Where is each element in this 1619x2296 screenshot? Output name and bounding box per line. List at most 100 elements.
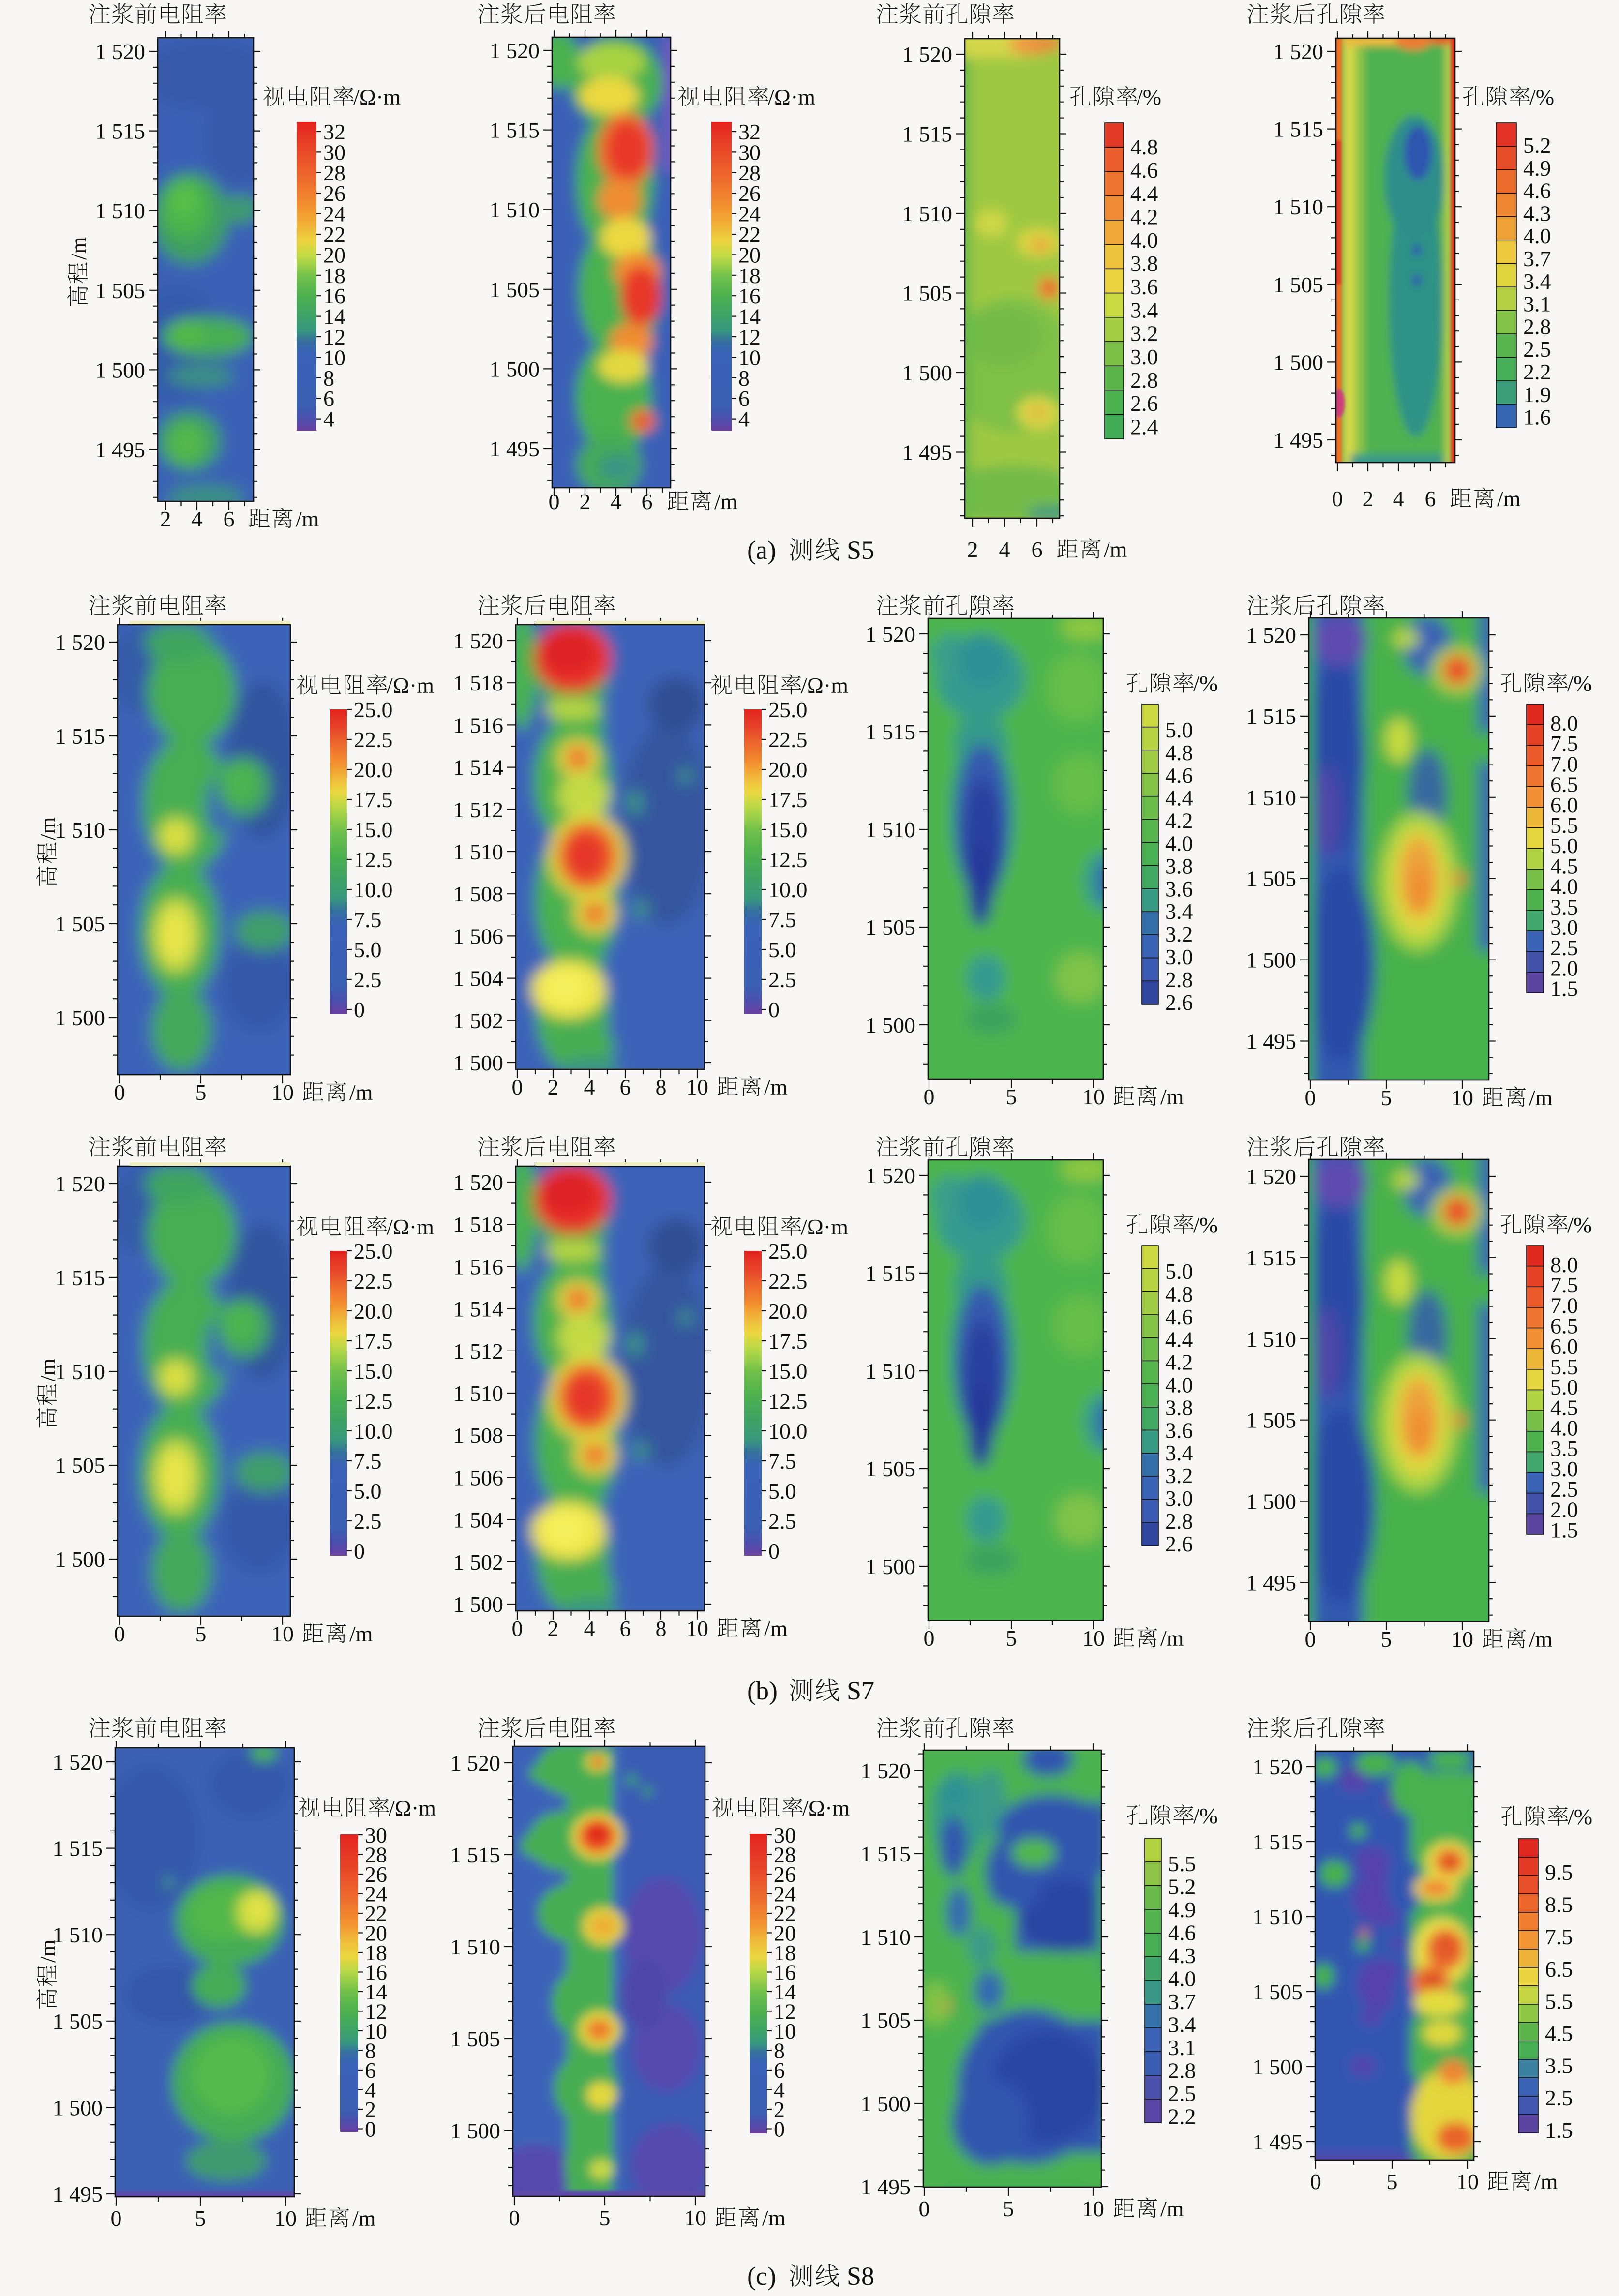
svg-text:30: 30 <box>323 140 345 165</box>
svg-text:15.0: 15.0 <box>354 817 393 842</box>
svg-text:/m: /m <box>1160 1084 1184 1109</box>
svg-text:1 510: 1 510 <box>55 1359 105 1384</box>
svg-text:1 500: 1 500 <box>453 1592 504 1617</box>
svg-text:6: 6 <box>365 2058 376 2083</box>
svg-text:/m: /m <box>1529 1627 1553 1651</box>
svg-text:/m: /m <box>1160 2196 1184 2221</box>
svg-text:3.0: 3.0 <box>1130 345 1158 369</box>
svg-text:/%: /% <box>1137 85 1161 109</box>
svg-text:1 500: 1 500 <box>450 2118 501 2143</box>
svg-text:1 495: 1 495 <box>95 437 146 462</box>
svg-text:30: 30 <box>774 1823 796 1847</box>
svg-text:22: 22 <box>323 222 345 247</box>
svg-text:6: 6 <box>224 507 235 531</box>
svg-text:8: 8 <box>365 2039 376 2063</box>
svg-text:1 495: 1 495 <box>1246 1029 1297 1054</box>
svg-text:4.6: 4.6 <box>1165 1305 1193 1329</box>
svg-text:2.5: 2.5 <box>1550 935 1578 960</box>
svg-text:1 500: 1 500 <box>866 1013 916 1037</box>
svg-text:7.0: 7.0 <box>1550 1293 1578 1318</box>
svg-text:6: 6 <box>642 489 653 514</box>
svg-text:1 520: 1 520 <box>902 42 953 67</box>
svg-text:1 508: 1 508 <box>453 882 504 906</box>
svg-text:/m: /m <box>349 1080 373 1105</box>
svg-text:/%: /% <box>1567 1213 1592 1237</box>
svg-text:1 520: 1 520 <box>53 1750 103 1774</box>
svg-text:1 512: 1 512 <box>453 1339 504 1364</box>
svg-text:5.0: 5.0 <box>1165 1259 1193 1284</box>
svg-text:1 500: 1 500 <box>861 2091 911 2116</box>
svg-text:(c): (c) <box>747 2262 776 2291</box>
svg-text:3.7: 3.7 <box>1523 246 1551 271</box>
svg-text:1 505: 1 505 <box>902 281 953 306</box>
svg-text:/%: /% <box>1529 85 1554 109</box>
svg-text:1 515: 1 515 <box>95 119 146 144</box>
svg-text:7.5: 7.5 <box>354 907 382 932</box>
svg-text:0: 0 <box>365 2117 376 2142</box>
svg-text:2.8: 2.8 <box>1168 2058 1196 2083</box>
svg-text:32: 32 <box>738 120 761 144</box>
svg-text:1 500: 1 500 <box>95 358 146 382</box>
svg-text:28: 28 <box>323 161 345 185</box>
svg-text:25.0: 25.0 <box>354 1239 393 1263</box>
svg-text:1 515: 1 515 <box>55 1265 105 1290</box>
svg-text:1 505: 1 505 <box>1246 867 1297 891</box>
svg-text:2.5: 2.5 <box>1523 337 1551 361</box>
svg-text:1 500: 1 500 <box>1246 1489 1297 1514</box>
svg-text:4.0: 4.0 <box>1550 1416 1578 1441</box>
svg-text:12: 12 <box>738 325 761 349</box>
svg-text:8: 8 <box>774 2039 785 2063</box>
svg-text:0: 0 <box>549 489 560 514</box>
svg-text:10.0: 10.0 <box>768 877 808 902</box>
svg-text:22: 22 <box>365 1901 387 1926</box>
svg-text:10.0: 10.0 <box>354 877 393 902</box>
svg-text:14: 14 <box>738 304 761 329</box>
svg-text:22.5: 22.5 <box>768 1269 808 1293</box>
svg-text:10: 10 <box>686 1616 708 1641</box>
svg-text:28: 28 <box>365 1843 387 1867</box>
svg-text:15.0: 15.0 <box>768 1359 808 1383</box>
svg-text:0: 0 <box>1332 486 1343 511</box>
svg-text:4: 4 <box>192 507 203 531</box>
svg-text:5: 5 <box>1387 2169 1398 2194</box>
svg-text:/m: /m <box>1160 1626 1184 1651</box>
svg-text:0: 0 <box>512 1616 523 1641</box>
svg-text:3.8: 3.8 <box>1165 854 1193 878</box>
svg-text:0: 0 <box>111 2206 122 2231</box>
svg-text:/m: /m <box>296 507 319 531</box>
svg-text:S7: S7 <box>847 1676 874 1705</box>
svg-text:6: 6 <box>774 2058 785 2083</box>
svg-text:8.0: 8.0 <box>1550 1252 1578 1277</box>
svg-text:/Ω·m: /Ω·m <box>353 85 401 109</box>
svg-text:1 510: 1 510 <box>453 840 504 864</box>
svg-text:1 505: 1 505 <box>866 1456 916 1481</box>
svg-text:3.5: 3.5 <box>1550 895 1578 919</box>
svg-text:20.0: 20.0 <box>768 1299 808 1323</box>
svg-text:/m: /m <box>764 1075 788 1099</box>
svg-text:/Ω·m: /Ω·m <box>387 1215 434 1239</box>
svg-text:1 500: 1 500 <box>490 357 540 381</box>
svg-text:1 510: 1 510 <box>55 818 105 842</box>
svg-text:4.9: 4.9 <box>1168 1897 1196 1922</box>
svg-text:2.5: 2.5 <box>1550 1477 1578 1501</box>
svg-text:1 500: 1 500 <box>1246 948 1297 973</box>
svg-text:1 510: 1 510 <box>453 1381 504 1406</box>
svg-text:1 495: 1 495 <box>902 440 953 465</box>
svg-text:1 495: 1 495 <box>53 2182 103 2206</box>
svg-text:2.6: 2.6 <box>1165 990 1193 1015</box>
svg-text:24: 24 <box>365 1882 387 1906</box>
svg-text:26: 26 <box>738 181 761 206</box>
svg-text:4.5: 4.5 <box>1550 854 1578 878</box>
svg-text:4.6: 4.6 <box>1130 158 1158 182</box>
svg-text:1 515: 1 515 <box>866 1261 916 1286</box>
svg-text:1 510: 1 510 <box>1274 195 1324 219</box>
svg-text:4.2: 4.2 <box>1130 205 1158 229</box>
svg-text:1 520: 1 520 <box>1246 623 1297 647</box>
svg-text:1 510: 1 510 <box>1253 1905 1303 1929</box>
svg-text:30: 30 <box>365 1823 387 1847</box>
svg-text:0: 0 <box>1305 1627 1316 1651</box>
svg-text:30: 30 <box>738 140 761 165</box>
svg-text:5: 5 <box>1003 2196 1014 2221</box>
svg-text:1 500: 1 500 <box>53 2095 103 2120</box>
svg-text:5.2: 5.2 <box>1523 133 1551 158</box>
